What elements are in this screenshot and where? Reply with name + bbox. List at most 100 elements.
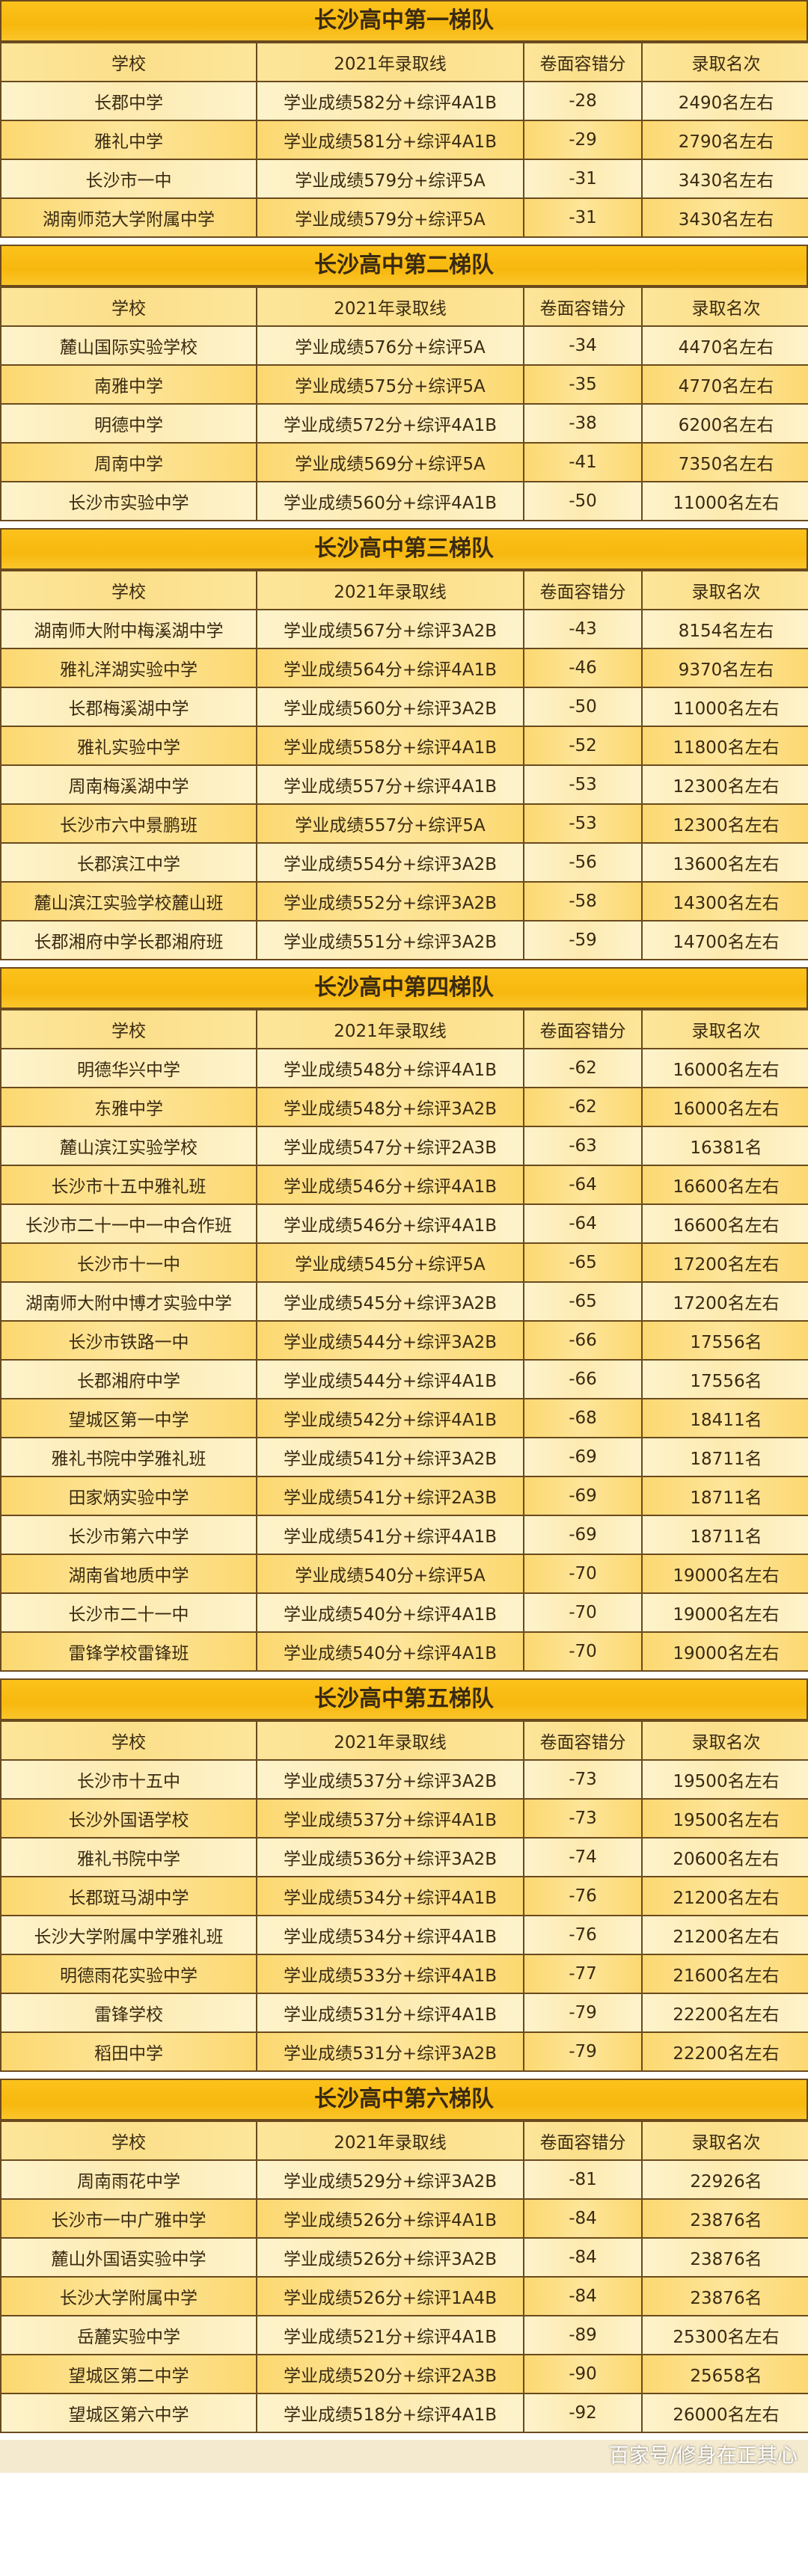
cell-rank: 16000名左右 xyxy=(641,1048,808,1088)
cell-admission-line: 学业成绩540分+综评4A1B xyxy=(256,1592,524,1633)
cell-school: 长沙市十一中 xyxy=(1,1242,257,1283)
cell-error-margin: -34 xyxy=(523,325,643,366)
cell-school: 雷锋学校雷锋班 xyxy=(1,1631,257,1670)
cell-error-margin: -70 xyxy=(523,1554,643,1594)
cell-school: 东雅中学 xyxy=(1,1087,257,1127)
cell-admission-line: 学业成绩534分+综评4A1B xyxy=(256,1915,524,1955)
cell-rank: 2790名左右 xyxy=(641,120,808,160)
cell-school: 南雅中学 xyxy=(1,364,257,405)
table-row: 望城区第六中学 学业成绩518分+综评4A1B -92 26000名左右 xyxy=(1,2393,808,2432)
cell-error-margin: -73 xyxy=(523,1759,643,1800)
cell-rank: 18711名 xyxy=(641,1515,808,1555)
column-header-admission-line: 2021年录取线 xyxy=(256,286,524,327)
tier-table: 学校 2021年录取线 卷面容错分 录取名次 湖南师大附中梅溪湖中学 学业成绩567分+综… xyxy=(1,570,808,959)
cell-error-margin: -79 xyxy=(523,1993,643,2033)
cell-school: 雅礼书院中学雅礼班 xyxy=(1,1437,257,1477)
cell-error-margin: -52 xyxy=(523,726,643,766)
cell-school: 雷锋学校 xyxy=(1,1993,257,2033)
column-header-error-margin: 卷面容错分 xyxy=(523,1720,643,1761)
cell-school: 周南梅溪湖中学 xyxy=(1,764,257,805)
cell-error-margin: -64 xyxy=(523,1165,643,1205)
cell-error-margin: -56 xyxy=(523,842,643,883)
cell-error-margin: -84 xyxy=(523,2198,643,2239)
cell-admission-line: 学业成绩540分+综评5A xyxy=(256,1554,524,1594)
cell-error-margin: -59 xyxy=(523,920,643,959)
table-row: 望城区第二中学 学业成绩520分+综评2A3B -90 25658名 xyxy=(1,2354,808,2394)
cell-error-margin: -53 xyxy=(523,803,643,844)
cell-rank: 13600名左右 xyxy=(641,842,808,883)
cell-admission-line: 学业成绩542分+综评4A1B xyxy=(256,1398,524,1438)
cell-rank: 21200名左右 xyxy=(641,1876,808,1916)
cell-school: 周南雨花中学 xyxy=(1,2159,257,2200)
cell-admission-line: 学业成绩579分+综评5A xyxy=(256,197,524,236)
table-row: 湖南师大附中博才实验中学 学业成绩545分+综评3A2B -65 17200名左右 xyxy=(1,1281,808,1322)
cell-error-margin: -66 xyxy=(523,1320,643,1361)
cell-error-margin: -58 xyxy=(523,881,643,921)
column-header-error-margin: 卷面容错分 xyxy=(523,286,643,327)
column-header-school: 学校 xyxy=(1,2120,257,2161)
cell-rank: 16600名左右 xyxy=(641,1203,808,1244)
cell-error-margin: -76 xyxy=(523,1915,643,1955)
column-header-error-margin: 卷面容错分 xyxy=(523,570,643,610)
column-header-admission-line: 2021年录取线 xyxy=(256,42,524,82)
tier-table: 学校 2021年录取线 卷面容错分 录取名次 长沙市十五中 学业成绩537分+综评3A2B… xyxy=(1,1720,808,2070)
tier-table: 学校 2021年录取线 卷面容错分 录取名次 麓山国际实验学校 学业成绩576分+综评5A… xyxy=(1,286,808,520)
cell-rank: 17556名 xyxy=(641,1320,808,1361)
table-row: 湖南师范大学附属中学 学业成绩579分+综评5A -31 3430名左右 xyxy=(1,197,808,236)
cell-school: 长沙市一中 xyxy=(1,159,257,199)
cell-rank: 23876名 xyxy=(641,2237,808,2278)
table-row: 周南雨花中学 学业成绩529分+综评3A2B -81 22926名 xyxy=(1,2159,808,2200)
column-header-rank: 录取名次 xyxy=(641,570,808,610)
cell-error-margin: -79 xyxy=(523,2031,643,2070)
cell-school: 长沙市十五中雅礼班 xyxy=(1,1165,257,1205)
column-header-school: 学校 xyxy=(1,1720,257,1761)
cell-school: 麓山滨江实验学校 xyxy=(1,1126,257,1166)
cell-school: 周南中学 xyxy=(1,442,257,482)
table-row: 长沙市铁路一中 学业成绩544分+综评3A2B -66 17556名 xyxy=(1,1320,808,1361)
cell-school: 雅礼洋湖实验中学 xyxy=(1,648,257,688)
cell-rank: 19000名左右 xyxy=(641,1554,808,1594)
table-row: 长沙市实验中学 学业成绩560分+综评4A1B -50 11000名左右 xyxy=(1,481,808,520)
cell-rank: 9370名左右 xyxy=(641,648,808,688)
cell-error-margin: -62 xyxy=(523,1087,643,1127)
table-row: 长沙市十五中 学业成绩537分+综评3A2B -73 19500名左右 xyxy=(1,1759,808,1800)
cell-error-margin: -70 xyxy=(523,1592,643,1633)
table-row: 长沙市十一中 学业成绩545分+综评5A -65 17200名左右 xyxy=(1,1242,808,1283)
table-row: 明德雨花实验中学 学业成绩533分+综评4A1B -77 21600名左右 xyxy=(1,1954,808,1994)
cell-error-margin: -74 xyxy=(523,1837,643,1877)
cell-admission-line: 学业成绩582分+综评4A1B xyxy=(256,81,524,121)
column-header-error-margin: 卷面容错分 xyxy=(523,1009,643,1049)
cell-rank: 25658名 xyxy=(641,2354,808,2394)
cell-admission-line: 学业成绩521分+综评4A1B xyxy=(256,2315,524,2355)
cell-error-margin: -31 xyxy=(523,159,643,199)
table-row: 雅礼中学 学业成绩581分+综评4A1B -29 2790名左右 xyxy=(1,120,808,160)
tier-title: 长沙高中第一梯队 xyxy=(1,1,807,42)
cell-admission-line: 学业成绩536分+综评3A2B xyxy=(256,1837,524,1877)
cell-admission-line: 学业成绩552分+综评3A2B xyxy=(256,881,524,921)
tier-title: 长沙高中第三梯队 xyxy=(1,530,807,570)
tier-section: 长沙高中第六梯队 学校 2021年录取线 卷面容错分 录取名次 周南雨花中学 学业成绩529… xyxy=(0,2079,808,2433)
cell-admission-line: 学业成绩547分+综评2A3B xyxy=(256,1126,524,1166)
cell-rank: 25300名左右 xyxy=(641,2315,808,2355)
table-header-row: 学校 2021年录取线 卷面容错分 录取名次 xyxy=(1,1720,808,1761)
column-header-rank: 录取名次 xyxy=(641,1720,808,1761)
column-header-school: 学校 xyxy=(1,570,257,610)
cell-admission-line: 学业成绩551分+综评3A2B xyxy=(256,920,524,959)
cell-school: 长沙大学附属中学雅礼班 xyxy=(1,1915,257,1955)
cell-admission-line: 学业成绩576分+综评5A xyxy=(256,325,524,366)
table-row: 周南梅溪湖中学 学业成绩557分+综评4A1B -53 12300名左右 xyxy=(1,764,808,805)
cell-school: 长沙市一中广雅中学 xyxy=(1,2198,257,2239)
table-row: 雷锋学校雷锋班 学业成绩540分+综评4A1B -70 19000名左右 xyxy=(1,1631,808,1670)
cell-admission-line: 学业成绩575分+综评5A xyxy=(256,364,524,405)
cell-admission-line: 学业成绩529分+综评3A2B xyxy=(256,2159,524,2200)
cell-admission-line: 学业成绩526分+综评1A4B xyxy=(256,2276,524,2316)
cell-admission-line: 学业成绩545分+综评5A xyxy=(256,1242,524,1283)
column-header-rank: 录取名次 xyxy=(641,2120,808,2161)
table-header-row: 学校 2021年录取线 卷面容错分 录取名次 xyxy=(1,1009,808,1049)
cell-error-margin: -90 xyxy=(523,2354,643,2394)
table-row: 长郡湘府中学 学业成绩544分+综评4A1B -66 17556名 xyxy=(1,1359,808,1399)
cell-rank: 23876名 xyxy=(641,2198,808,2239)
table-row: 长沙市二十一中一中合作班 学业成绩546分+综评4A1B -64 16600名左右 xyxy=(1,1203,808,1244)
table-row: 长郡斑马湖中学 学业成绩534分+综评4A1B -76 21200名左右 xyxy=(1,1876,808,1916)
cell-admission-line: 学业成绩557分+综评5A xyxy=(256,803,524,844)
